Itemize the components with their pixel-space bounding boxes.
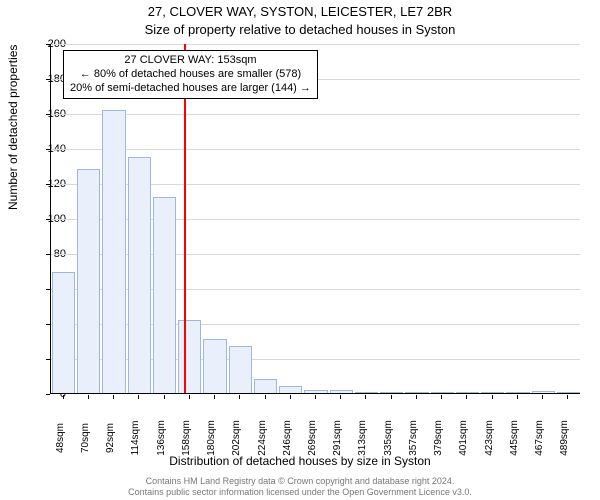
xtick-label: 467sqm: [534, 420, 545, 456]
bar: [254, 379, 277, 393]
xtick-label: 92sqm: [105, 423, 116, 453]
xtick-label: 445sqm: [509, 420, 520, 456]
xtick-label: 401sqm: [458, 420, 469, 456]
xtick-label: 423sqm: [484, 420, 495, 456]
bar: [380, 392, 403, 393]
xtick-mark: [164, 395, 165, 399]
bar: [557, 392, 580, 393]
bar: [330, 390, 353, 394]
xtick-label: 158sqm: [181, 420, 192, 456]
xtick-label: 180sqm: [206, 420, 217, 456]
bar: [279, 386, 302, 393]
xtick-mark: [542, 395, 543, 399]
footer-line-2: Contains public sector information licen…: [0, 487, 600, 498]
xtick-mark: [492, 395, 493, 399]
xtick-label: 246sqm: [282, 420, 293, 456]
xtick-mark: [138, 395, 139, 399]
annotation-line-1: 27 CLOVER WAY: 153sqm: [70, 54, 311, 68]
xtick-label: 357sqm: [408, 420, 419, 456]
xtick-mark: [189, 395, 190, 399]
annotation-line-2: ← 80% of detached houses are smaller (57…: [70, 68, 311, 82]
bar: [532, 391, 555, 393]
chart-subtitle: Size of property relative to detached ho…: [0, 22, 600, 37]
chart-title: 27, CLOVER WAY, SYSTON, LEICESTER, LE7 2…: [0, 4, 600, 19]
xtick-label: 291sqm: [332, 420, 343, 456]
xtick-label: 269sqm: [307, 420, 318, 456]
xtick-label: 48sqm: [55, 423, 66, 453]
bar: [128, 157, 151, 393]
xtick-mark: [567, 395, 568, 399]
bar: [456, 392, 479, 393]
bar: [229, 346, 252, 393]
xtick-label: 335sqm: [383, 420, 394, 456]
bar: [304, 390, 327, 394]
bar: [203, 339, 226, 393]
bar: [77, 169, 100, 393]
footer-attribution: Contains HM Land Registry data © Crown c…: [0, 476, 600, 498]
bar: [431, 392, 454, 393]
xtick-label: 224sqm: [257, 420, 268, 456]
y-axis-label: Number of detached properties: [6, 45, 20, 210]
xtick-mark: [88, 395, 89, 399]
chart-container: 27, CLOVER WAY, SYSTON, LEICESTER, LE7 2…: [0, 0, 600, 500]
bar: [153, 197, 176, 393]
xtick-mark: [63, 395, 64, 399]
bar: [102, 110, 125, 394]
xtick-mark: [365, 395, 366, 399]
xtick-mark: [113, 395, 114, 399]
bar: [178, 320, 201, 394]
xtick-label: 136sqm: [156, 420, 167, 456]
xtick-label: 70sqm: [80, 423, 91, 453]
xtick-mark: [340, 395, 341, 399]
xtick-label: 489sqm: [559, 420, 570, 456]
footer-line-1: Contains HM Land Registry data © Crown c…: [0, 476, 600, 487]
xtick-mark: [466, 395, 467, 399]
bar: [355, 392, 378, 393]
xtick-label: 313sqm: [357, 420, 368, 456]
xtick-mark: [290, 395, 291, 399]
ytick-mark: [46, 394, 50, 395]
xtick-mark: [239, 395, 240, 399]
xtick-mark: [391, 395, 392, 399]
xtick-label: 202sqm: [231, 420, 242, 456]
bar: [52, 272, 75, 393]
plot-area: 27 CLOVER WAY: 153sqm ← 80% of detached …: [50, 44, 580, 394]
xtick-label: 379sqm: [433, 420, 444, 456]
xtick-mark: [214, 395, 215, 399]
annotation-box: 27 CLOVER WAY: 153sqm ← 80% of detached …: [63, 50, 318, 99]
xtick-mark: [416, 395, 417, 399]
xtick-mark: [517, 395, 518, 399]
bar: [481, 392, 504, 393]
xtick-mark: [315, 395, 316, 399]
annotation-line-3: 20% of semi-detached houses are larger (…: [70, 82, 311, 96]
xtick-label: 114sqm: [130, 421, 141, 456]
bar: [405, 392, 428, 393]
bar: [506, 392, 529, 393]
xtick-mark: [441, 395, 442, 399]
xtick-mark: [265, 395, 266, 399]
x-axis-label: Distribution of detached houses by size …: [0, 454, 600, 468]
